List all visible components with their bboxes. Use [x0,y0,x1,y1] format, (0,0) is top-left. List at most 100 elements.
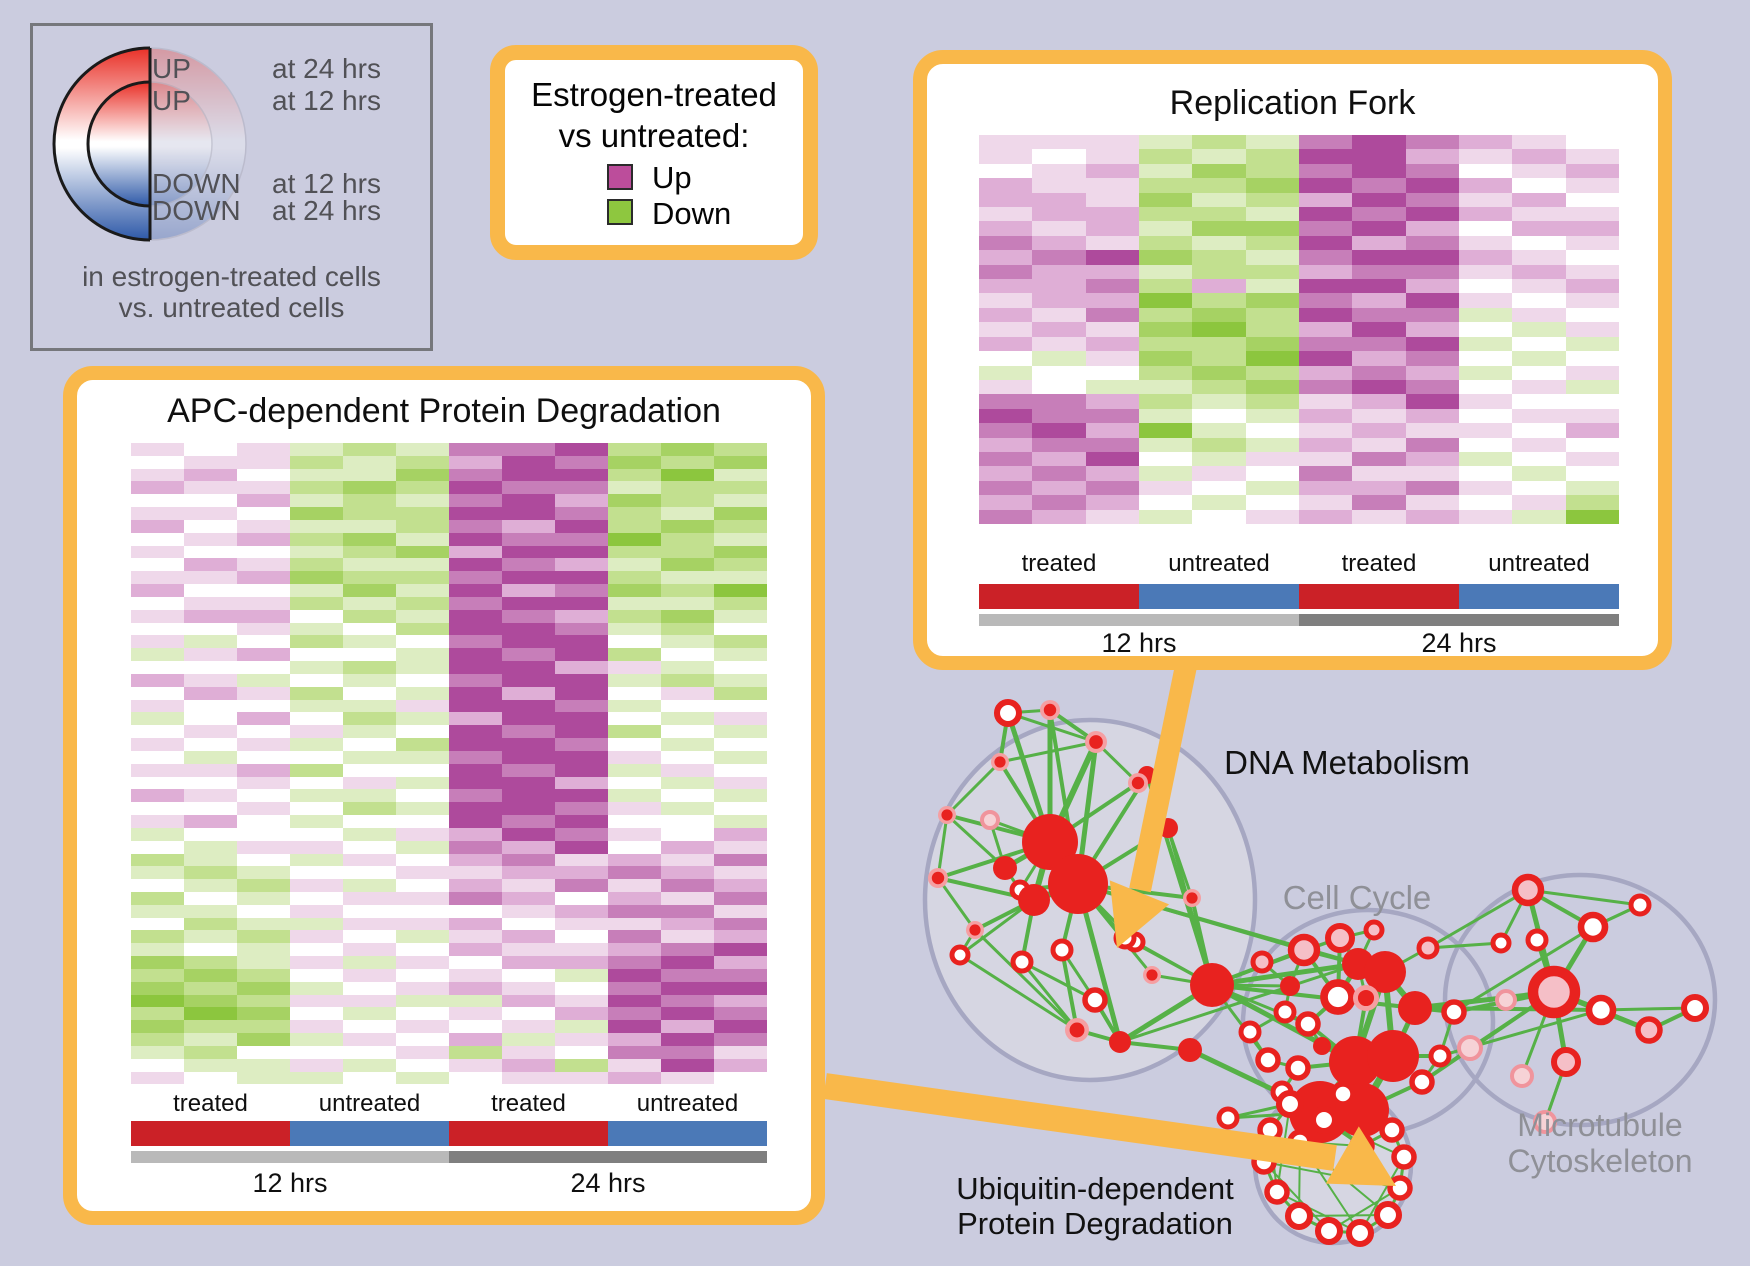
network-edge [1002,839,1053,871]
heatmap-cell [1458,365,1513,380]
heatmap-cell [1458,423,1513,438]
heatmap-cell [449,827,502,841]
network-node [1022,814,1078,870]
heatmap-cell [1458,336,1513,352]
heatmap-cell [661,712,714,726]
heatmap-cell [1032,149,1086,164]
heatmap-cell [1512,437,1566,452]
heatmap-cell [1192,408,1246,424]
network-edge [1288,1102,1322,1114]
condition-label: untreated [1488,550,1590,577]
heatmap-cell [1512,192,1566,208]
network-edge [1248,1010,1287,1034]
heatmap-cell [608,879,661,892]
heatmap-cell [608,468,661,482]
heatmap-cell [131,635,184,649]
network-edge [1048,708,1080,886]
heatmap-cell [343,725,396,739]
heatmap-cell [131,763,184,777]
heatmap-cell [555,699,608,713]
heatmap-cell [131,1071,184,1085]
heatmap-cell [1458,250,1513,265]
heatmap-cell [343,455,396,469]
heatmap-cell [449,443,502,456]
heatmap-cell [502,571,555,585]
heatmap-cell [1565,365,1619,380]
heatmap-cell [555,519,608,533]
heatmap-cell [1458,279,1513,294]
heatmap-cell [1138,135,1193,150]
heatmap-cell [1245,408,1299,424]
heatmap-cell [1458,408,1513,424]
network-edge [1351,1052,1397,1066]
heatmap-cell [449,519,502,533]
heatmap-cell [502,596,555,610]
heatmap-cell [661,1058,714,1072]
heatmap-cell [449,584,502,597]
heatmap-cell [449,673,502,687]
heatmap-cell [1245,235,1299,251]
network-edge [1551,989,1569,1065]
network-node [1216,1106,1240,1130]
heatmap-cell [1245,394,1299,409]
heatmap-cell [714,673,767,687]
heatmap-cell [714,891,767,905]
heatmap-cell [396,443,449,456]
network-node [1457,1035,1483,1061]
heatmap-cell [343,802,396,816]
cluster-cell-cycle [1240,907,1496,1137]
heatmap-cell [555,930,608,944]
heatmap-cell [237,738,290,751]
heatmap-cell [1405,264,1459,280]
network-edge [1210,983,1270,1062]
heatmap-cell [502,853,555,867]
heatmap-cell [396,673,449,687]
heatmap-cell [184,981,237,995]
network-edge [1005,710,1053,845]
network-edge [1210,983,1310,1026]
network-edge [1318,1092,1345,1114]
heatmap-cell [290,789,343,803]
heatmap-cell [449,815,502,828]
heatmap-cell [1405,163,1459,179]
heatmap-cell [343,635,396,649]
heatmap-cell [1085,322,1139,337]
network-edge [1358,1213,1390,1235]
heatmap-cell [1352,307,1406,323]
heatmap-cell [131,494,184,508]
heatmap-cell [555,994,608,1008]
heatmap-cell [555,725,608,739]
heatmap-cell [131,532,184,546]
network-node [1238,1020,1262,1044]
heatmap-cell [1298,365,1353,380]
condition-bar [608,1121,767,1146]
heatmap-cell [1405,207,1459,222]
heatmap-cell [1458,149,1513,164]
apc-panel-title: APC-dependent Protein Degradation [167,392,721,430]
heatmap-cell [1192,207,1246,222]
heatmap-cell [555,712,608,726]
network-node [1040,700,1060,720]
heatmap-cell [343,968,396,982]
heatmap-cell [1405,135,1459,150]
heatmap-cell [131,994,184,1008]
heatmap-cell [131,455,184,469]
heatmap-cell [608,455,661,469]
heatmap-cell [1298,394,1353,409]
heatmap-cell [1245,495,1299,510]
heatmap-cell [1512,279,1566,294]
heatmap-cell [555,891,608,905]
heatmap-cell [343,532,396,546]
network-edge [1352,969,1388,1065]
heatmap-cell [1405,322,1459,337]
heatmap-cell [1138,365,1193,380]
network-node [1250,950,1274,974]
heatmap-cell [1085,235,1139,251]
heatmap-cell [1512,336,1566,352]
heatmap-cell [1138,322,1193,337]
heatmap-cell [449,1071,502,1085]
heatmap-cell [131,712,184,726]
heatmap-cell [1192,221,1246,236]
heatmap-cell [1192,307,1246,323]
network-edge [1118,1040,1192,1052]
